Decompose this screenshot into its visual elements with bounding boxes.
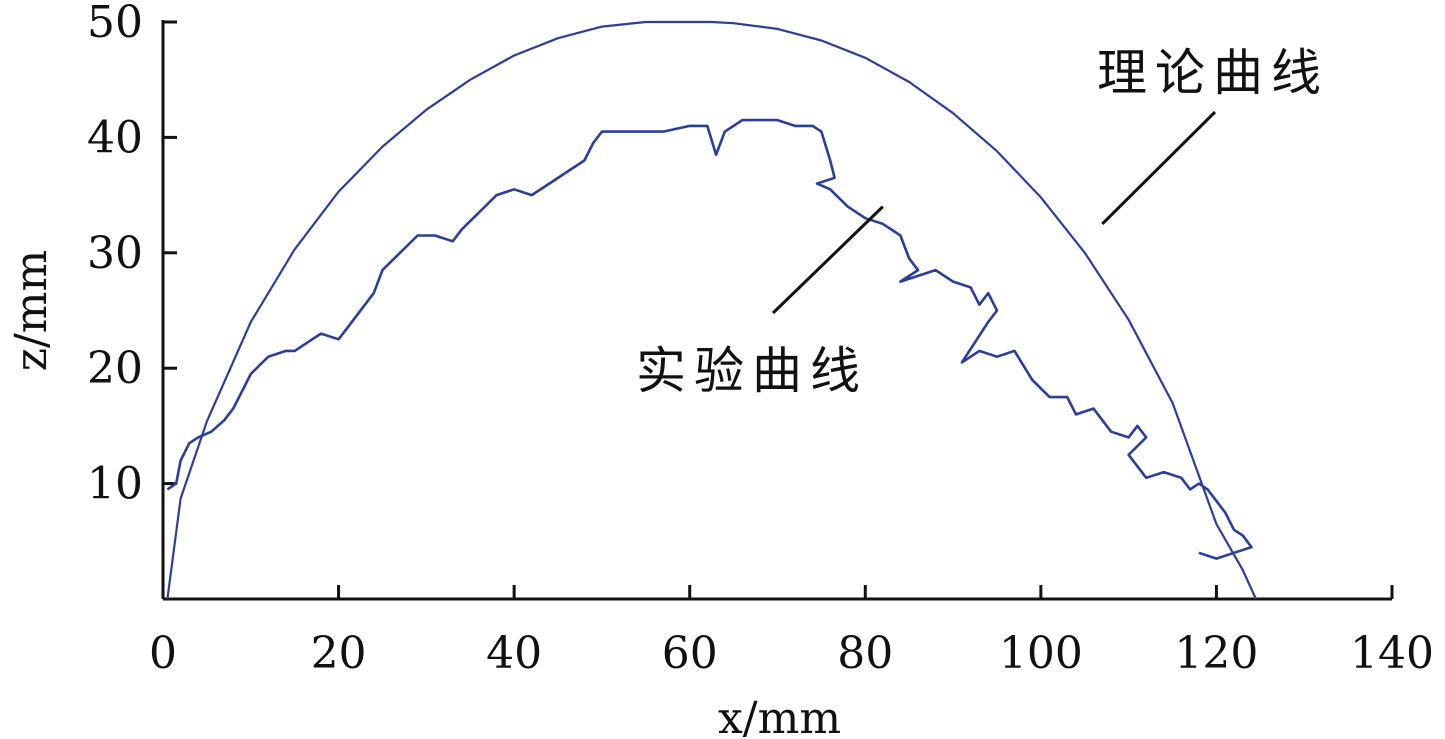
y-tick-label: 30	[87, 228, 143, 279]
x-axis-ticks: 0 20 40 60 80 100 120 140	[149, 585, 1434, 679]
theory-curve-annotation: 理论曲线	[1097, 44, 1329, 102]
x-tick-label: 40	[486, 628, 542, 679]
x-tick-label: 60	[662, 628, 718, 679]
experiment-curve-line	[166, 118, 1253, 560]
x-tick-label: 120	[1174, 628, 1258, 679]
y-tick-label: 20	[87, 343, 143, 394]
y-axis-ticks: 10 20 30 40 50	[87, 0, 177, 510]
y-tick-label: 40	[87, 112, 143, 163]
x-tick-label: 100	[999, 628, 1083, 679]
x-tick-label: 140	[1350, 628, 1434, 679]
x-tick-label: 20	[311, 628, 367, 679]
theory-leader-line	[1101, 110, 1217, 226]
theory-curve-line	[166, 20, 1257, 600]
x-tick-label: 0	[149, 628, 177, 679]
y-axis-label: z/mm	[6, 250, 57, 371]
experiment-leader-line	[771, 205, 884, 315]
y-tick-label: 50	[87, 0, 143, 48]
x-tick-label: 80	[837, 628, 893, 679]
series-layer	[166, 20, 1257, 600]
x-axis-label: x/mm	[718, 693, 841, 739]
y-tick-label: 10	[87, 459, 143, 510]
experiment-curve-annotation: 实验曲线	[636, 342, 868, 400]
